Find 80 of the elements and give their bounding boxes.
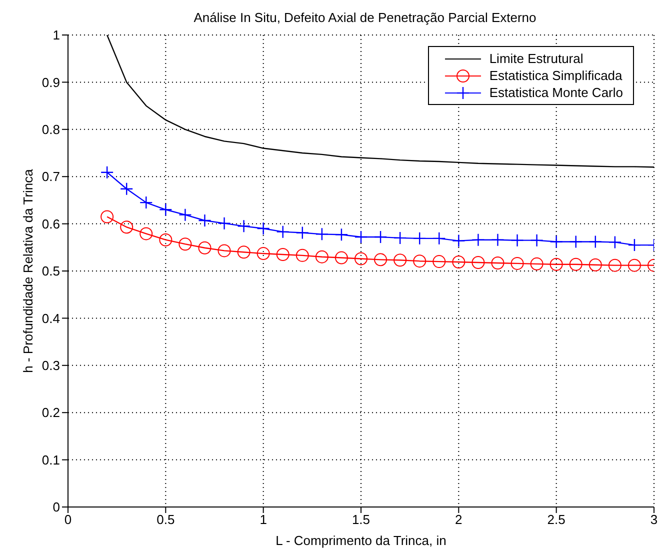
point xyxy=(452,234,466,248)
y-tick-label: 1 xyxy=(52,28,60,43)
point xyxy=(432,232,446,246)
point xyxy=(218,244,231,258)
point xyxy=(198,214,212,228)
point xyxy=(413,232,426,246)
y-tick-label: 0.1 xyxy=(42,452,60,468)
point xyxy=(550,258,563,271)
x-tick-label: 3 xyxy=(650,512,658,528)
point xyxy=(178,208,192,222)
point xyxy=(413,254,426,268)
point xyxy=(374,230,388,244)
point xyxy=(472,233,485,246)
point xyxy=(296,226,309,240)
point xyxy=(237,246,250,259)
chart-title: Análise In Situ, Defeito Axial de Penetração Parcial Externo xyxy=(192,10,538,25)
point xyxy=(530,234,544,247)
x-tick-label: 1 xyxy=(260,512,267,528)
point xyxy=(472,256,485,270)
point xyxy=(256,247,270,260)
point xyxy=(276,225,290,238)
point xyxy=(530,257,544,270)
point xyxy=(296,248,309,262)
point xyxy=(491,233,504,246)
point xyxy=(120,182,134,196)
point xyxy=(140,196,153,210)
point xyxy=(510,234,524,247)
point xyxy=(140,227,153,240)
point xyxy=(588,235,602,248)
point xyxy=(393,231,407,245)
x-tick-label: 1.5 xyxy=(352,512,370,528)
y-tick-label: 0.9 xyxy=(42,74,60,90)
y-tick-label: 0.3 xyxy=(42,358,60,374)
point xyxy=(100,166,114,179)
x-tick-label: 2.5 xyxy=(547,512,566,528)
point xyxy=(178,238,192,251)
point xyxy=(354,252,368,266)
point xyxy=(510,256,524,270)
point xyxy=(491,256,504,270)
y-tick-label: 0.6 xyxy=(42,216,60,232)
point xyxy=(374,253,388,266)
point xyxy=(100,210,114,224)
point xyxy=(237,220,250,233)
y-tick-label: 0 xyxy=(52,500,60,515)
point xyxy=(628,258,641,272)
point xyxy=(569,235,582,248)
point xyxy=(315,250,328,264)
point xyxy=(159,233,172,246)
y-tick-label: 0.8 xyxy=(42,122,60,138)
y-tick-label: 0.7 xyxy=(42,169,60,184)
point xyxy=(452,256,466,269)
point xyxy=(315,228,329,241)
point xyxy=(628,238,642,252)
point xyxy=(394,254,407,267)
y-tick-label: 0.2 xyxy=(42,405,60,420)
legend-label: Estatistica Monte Carlo xyxy=(489,85,623,100)
point xyxy=(159,203,172,216)
point xyxy=(120,220,134,234)
y-tick-label: 0.4 xyxy=(42,310,60,326)
point xyxy=(432,255,446,268)
legend-label: Limite Estrutural xyxy=(489,51,584,66)
y-tick-label: 0.5 xyxy=(42,264,60,279)
x-tick-label: 0.5 xyxy=(156,512,175,528)
point xyxy=(256,222,270,236)
point xyxy=(198,241,212,254)
point xyxy=(608,258,622,272)
point xyxy=(550,235,563,248)
point xyxy=(334,251,348,264)
point xyxy=(334,228,348,242)
x-tick-label: 0 xyxy=(64,512,72,528)
x-axis-title: L - Comprimento da Trinca, in xyxy=(276,533,446,548)
point xyxy=(569,258,582,271)
point xyxy=(218,216,231,230)
x-tick-label: 2 xyxy=(455,512,462,528)
y-axis-title: h - Profundidade Relativa da Trinca xyxy=(20,168,36,373)
legend-label: Estatistica Simplificada xyxy=(489,68,622,83)
point xyxy=(276,248,290,261)
point xyxy=(354,230,368,244)
point xyxy=(588,258,602,272)
point xyxy=(608,236,622,249)
